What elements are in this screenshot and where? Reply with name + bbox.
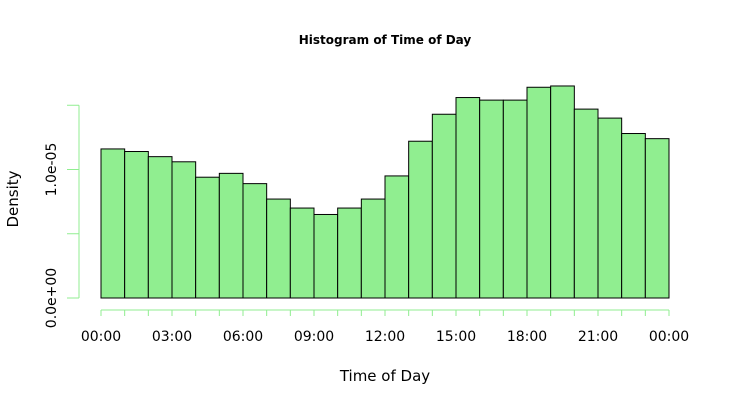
x-tick-label: 15:00 bbox=[436, 329, 476, 345]
x-tick-label: 06:00 bbox=[223, 329, 263, 345]
histogram-bar bbox=[573, 108, 599, 299]
x-tick-label: 12:00 bbox=[365, 329, 405, 345]
histogram-bar bbox=[337, 207, 362, 299]
histogram-bar bbox=[502, 99, 528, 299]
y-tick-label: 0.0e+00 bbox=[44, 268, 60, 328]
histogram-bar bbox=[124, 151, 149, 299]
histogram-bar bbox=[408, 140, 433, 299]
histogram-bar bbox=[100, 148, 126, 299]
histogram-bar bbox=[147, 156, 173, 299]
y-axis-label: Density bbox=[4, 170, 22, 227]
y-axis: 0.0e+00 1.0e-05 bbox=[44, 104, 80, 328]
histogram-bar bbox=[384, 175, 410, 299]
histogram-bar bbox=[550, 85, 575, 299]
x-axis-label: Time of Day bbox=[339, 367, 430, 385]
histogram-bar bbox=[455, 97, 481, 299]
histogram-bar bbox=[195, 176, 220, 299]
x-tick-label: 21:00 bbox=[578, 329, 618, 345]
x-tick-label: 03:00 bbox=[152, 329, 192, 345]
histogram-bar bbox=[266, 198, 291, 299]
x-tick-label: 09:00 bbox=[294, 329, 334, 345]
histogram-bar bbox=[621, 133, 646, 299]
histogram-bar bbox=[289, 207, 315, 299]
y-tick-label: 1.0e-05 bbox=[44, 143, 60, 197]
histogram-bar bbox=[526, 86, 552, 299]
histogram-bar bbox=[479, 99, 504, 299]
histogram-bar bbox=[218, 172, 244, 299]
histogram-bar bbox=[313, 213, 339, 299]
x-tick-label: 00:00 bbox=[649, 329, 689, 345]
histogram-bar bbox=[644, 138, 670, 299]
x-tick-label: 18:00 bbox=[507, 329, 547, 345]
histogram-bar bbox=[431, 113, 457, 299]
histogram-bar bbox=[597, 117, 623, 299]
histogram-bar bbox=[360, 198, 386, 299]
histogram-bar bbox=[171, 161, 197, 299]
histogram-bar bbox=[242, 183, 268, 299]
bars-group bbox=[100, 85, 670, 299]
x-axis: 00:00 03:00 06:00 09:00 12:00 15:00 18:00 21:00… bbox=[81, 309, 689, 345]
chart-title: Histogram of Time of Day bbox=[299, 33, 472, 47]
x-tick-label: 00:00 bbox=[81, 329, 121, 345]
